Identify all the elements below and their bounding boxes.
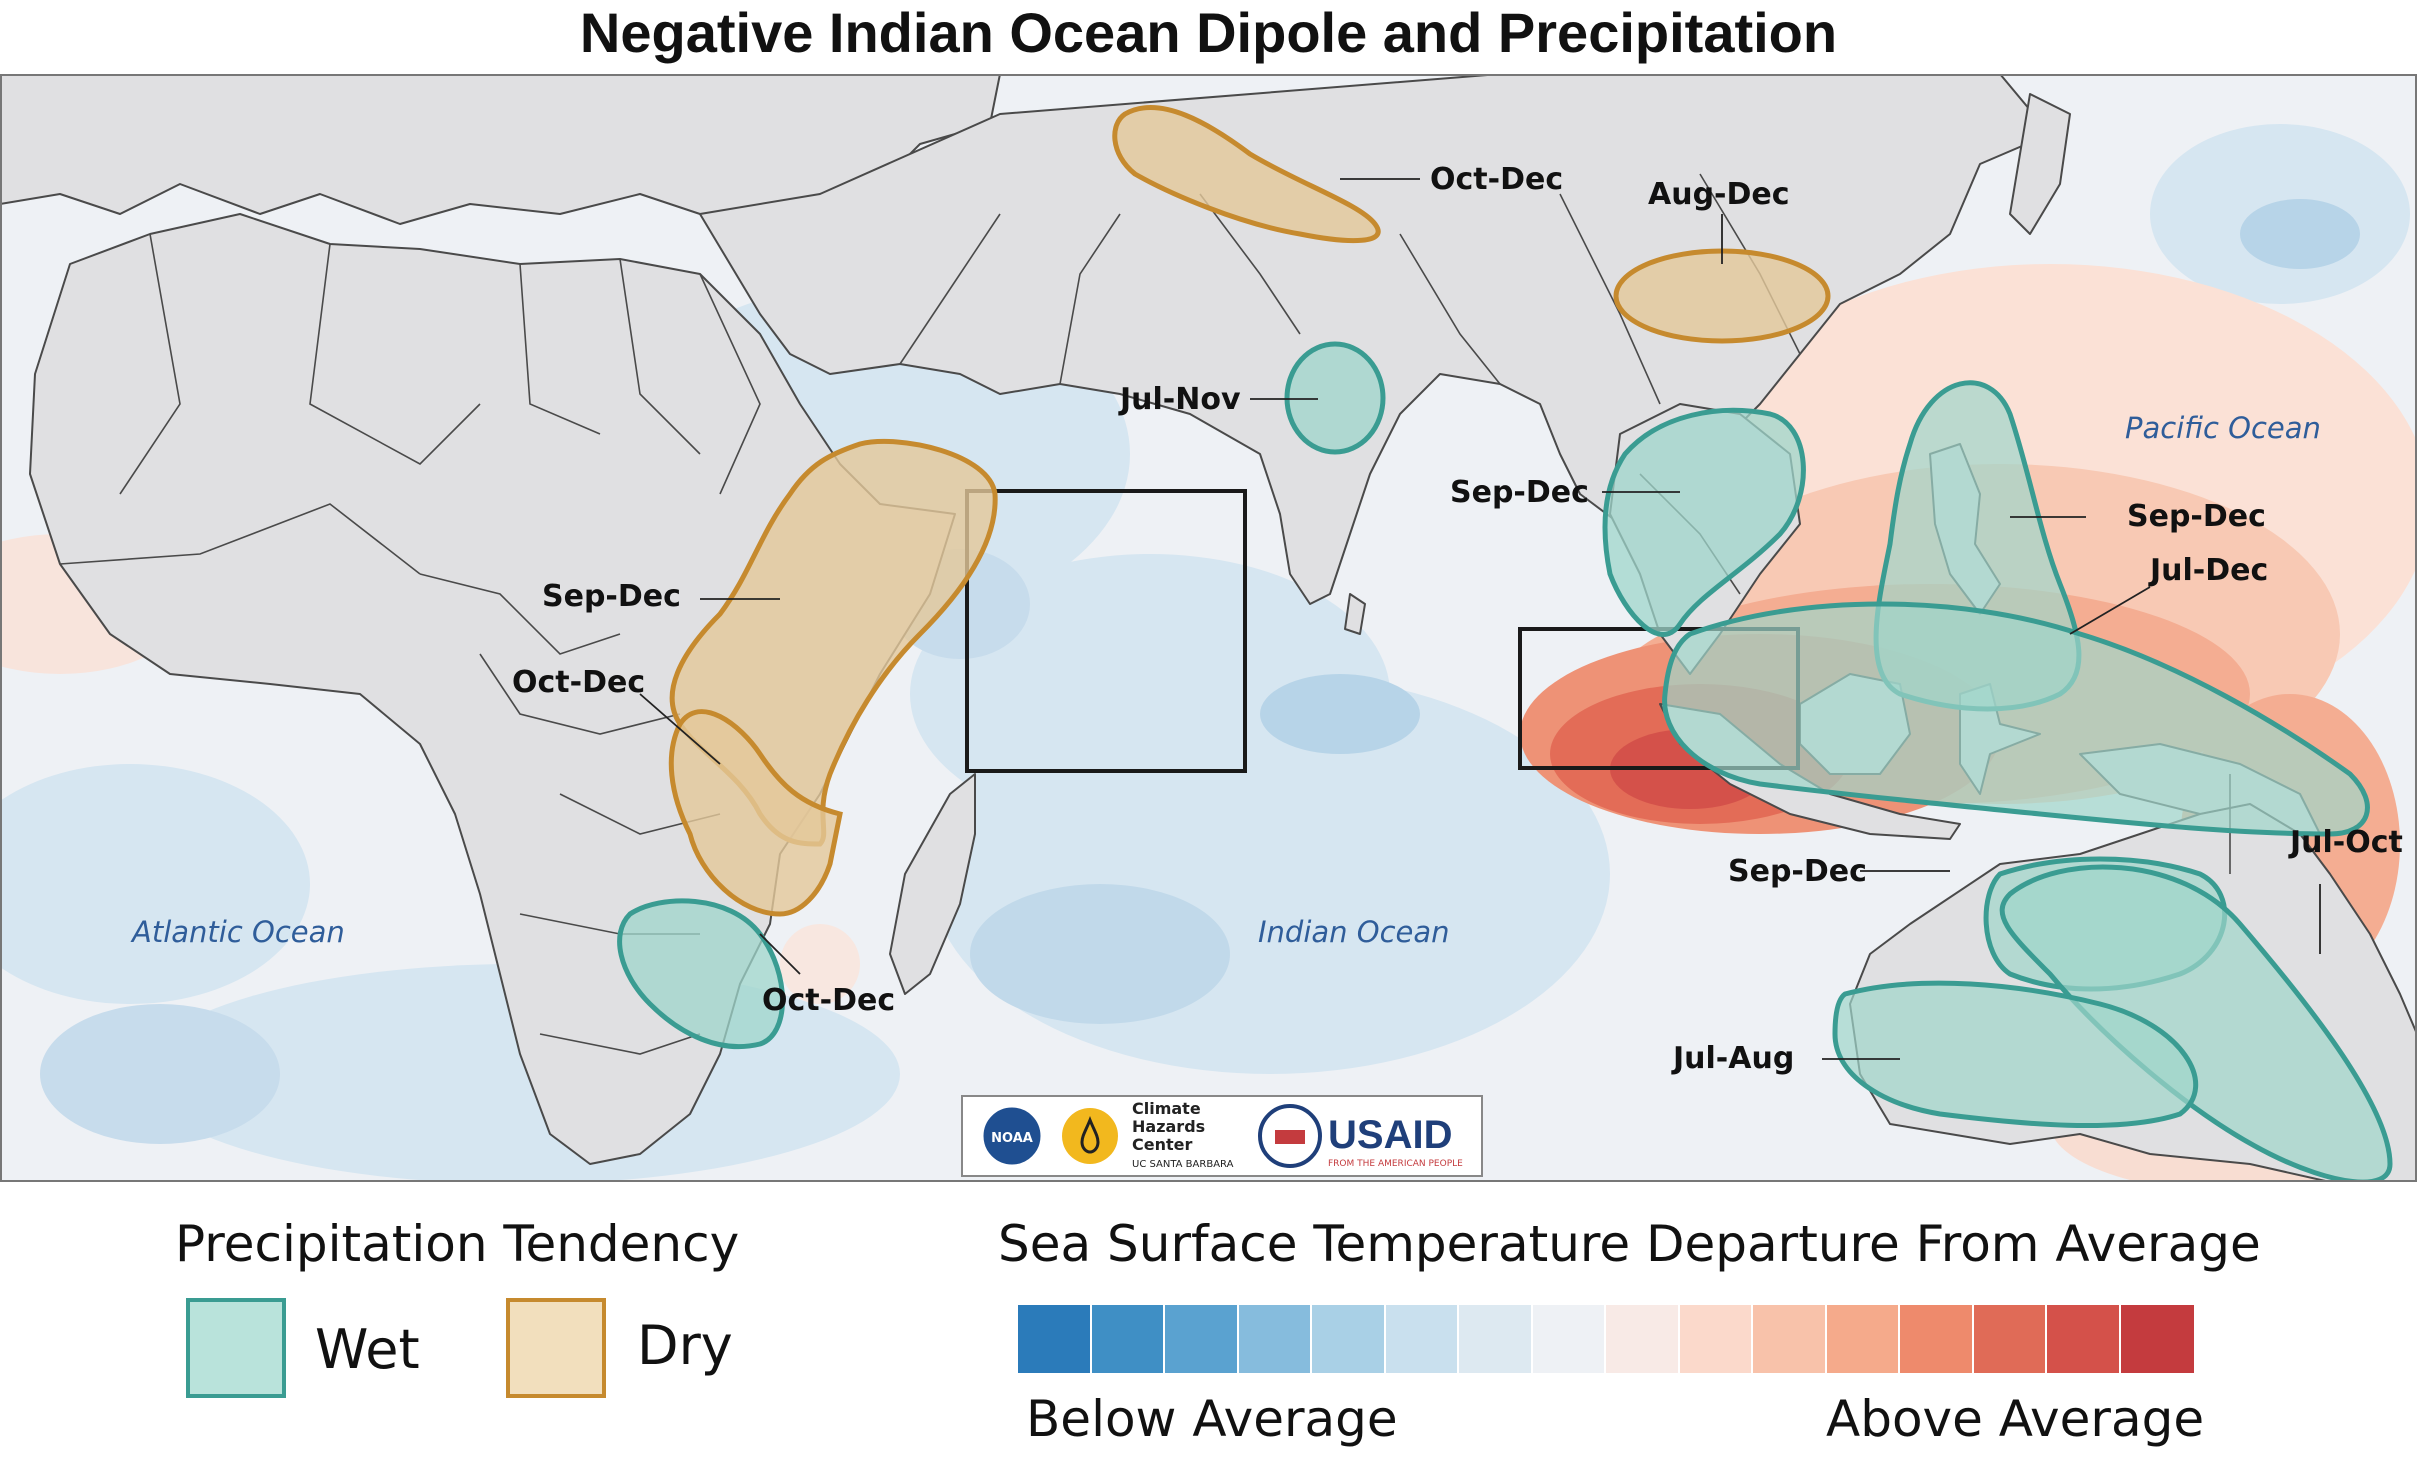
sst-color-step xyxy=(1165,1305,1239,1373)
label-sep-dec-horn: Sep-Dec xyxy=(542,579,681,614)
sst-cool-patch xyxy=(40,1004,280,1144)
dry-label: Dry xyxy=(637,1314,733,1377)
region-wet-maritime-continent[interactable] xyxy=(1662,601,2370,837)
sst-warm-patch xyxy=(780,924,860,1004)
label-jul-aug: Jul-Aug xyxy=(1671,1041,1794,1076)
label-oct-dec-east-africa: Oct-Dec xyxy=(512,665,645,700)
sri-lanka-landmass xyxy=(1344,593,1366,635)
sst-color-step xyxy=(1238,1305,1312,1373)
region-wet-southwest-australia[interactable] xyxy=(1832,980,2199,1129)
sst-cool-patch xyxy=(970,884,1230,1024)
region-wet-east-australia[interactable] xyxy=(1999,864,2393,1182)
below-average-label: Below Average xyxy=(1026,1390,1398,1448)
map-canvas[interactable]: Oct-Dec Aug-Dec Jul-Nov Sep-Dec Sep-Dec … xyxy=(0,74,2417,1182)
chc-text-line1: Climate xyxy=(1132,1099,1201,1118)
precip-regions xyxy=(617,105,2393,1182)
logo-strip-box xyxy=(961,1095,1483,1177)
dry-swatch xyxy=(506,1298,606,1398)
indian-ocean-label: Indian Ocean xyxy=(1258,915,1450,949)
madagascar-landmass xyxy=(889,773,976,995)
sst-cool-patch xyxy=(1260,674,1420,754)
sst-color-step xyxy=(1312,1305,1386,1373)
logo-strip: NOAA Climate Hazards Center UC SANTA BAR… xyxy=(961,1095,1483,1177)
chc-drop-icon xyxy=(1080,1115,1100,1154)
above-average-label: Above Average xyxy=(1826,1390,2205,1448)
sst-color-step xyxy=(2120,1305,2194,1373)
label-aug-dec: Aug-Dec xyxy=(1648,177,1790,212)
sst-color-step xyxy=(1679,1305,1753,1373)
sst-color-bar xyxy=(1018,1305,2194,1373)
region-dry-east-africa[interactable] xyxy=(668,709,843,917)
label-jul-dec: Jul-Dec xyxy=(2148,553,2268,588)
region-wet-indochina[interactable] xyxy=(1602,407,1806,637)
sst-color-step xyxy=(1385,1305,1459,1373)
region-wet-south-india[interactable] xyxy=(1284,341,1386,455)
sst-color-step xyxy=(1900,1305,1974,1373)
label-sep-dec-indochina: Sep-Dec xyxy=(1450,475,1589,510)
precip-legend-title: Precipitation Tendency xyxy=(175,1215,740,1273)
wet-swatch xyxy=(186,1298,286,1398)
chc-text-line2: Hazards xyxy=(1132,1117,1205,1136)
middle-east-india-asia-landmass xyxy=(699,74,2051,605)
pacific-ocean-label: Pacific Ocean xyxy=(2125,411,2321,445)
region-labels: Oct-Dec Aug-Dec Jul-Nov Sep-Dec Sep-Dec … xyxy=(512,162,2403,1076)
label-jul-nov: Jul-Nov xyxy=(1118,382,1241,417)
sst-color-step xyxy=(1532,1305,1606,1373)
usaid-sub-text: FROM THE AMERICAN PEOPLE xyxy=(1328,1159,1463,1169)
chc-text-sub: UC SANTA BARBARA xyxy=(1132,1159,1234,1170)
label-sep-dec-philippines: Sep-Dec xyxy=(2127,499,2266,534)
label-sep-dec-north-australia: Sep-Dec xyxy=(1728,854,1867,889)
noaa-logo xyxy=(980,1104,1044,1168)
region-dry-south-china[interactable] xyxy=(1613,248,1831,344)
west-dipole-box[interactable] xyxy=(965,489,1247,773)
japan-landmass xyxy=(2009,93,2071,235)
noaa-logo-text: NOAA xyxy=(991,1131,1033,1146)
chc-text-line3: Center xyxy=(1132,1135,1192,1154)
sst-color-step xyxy=(1091,1305,1165,1373)
region-wet-southeast-africa[interactable] xyxy=(617,898,785,1050)
sst-color-step xyxy=(1459,1305,1533,1373)
sst-cool-patch xyxy=(2240,199,2360,269)
atlantic-ocean-label: Atlantic Ocean xyxy=(130,915,345,949)
usaid-seal-stripes xyxy=(1275,1130,1305,1144)
map-border xyxy=(0,74,2417,1182)
chc-logo xyxy=(1062,1108,1118,1164)
sst-color-step xyxy=(2047,1305,2121,1373)
label-oct-dec-southeast-africa: Oct-Dec xyxy=(762,983,895,1018)
map-title: Negative Indian Ocean Dipole and Precipi… xyxy=(579,1,1838,64)
sst-color-step xyxy=(1826,1305,1900,1373)
ocean-labels: Atlantic Ocean Indian Ocean Pacific Ocea… xyxy=(130,411,2321,949)
usaid-text: USAID xyxy=(1328,1113,1452,1157)
europe-landmass xyxy=(0,74,1001,225)
label-jul-oct: Jul-Oct xyxy=(2288,825,2403,860)
sst-cool-patch xyxy=(910,554,1390,834)
sst-legend-title: Sea Surface Temperature Departure From A… xyxy=(998,1215,2261,1273)
sst-cool-patch xyxy=(0,764,310,1004)
sst-color-step xyxy=(1753,1305,1827,1373)
wet-label: Wet xyxy=(315,1318,420,1381)
sst-color-step xyxy=(1973,1305,2047,1373)
sst-color-step xyxy=(1018,1305,1092,1373)
label-leader-lines xyxy=(639,178,2321,1060)
region-dry-north-india[interactable] xyxy=(1112,105,1381,243)
map-panel[interactable]: Oct-Dec Aug-Dec Jul-Nov Sep-Dec Sep-Dec … xyxy=(0,74,2417,1182)
sst-color-step xyxy=(1606,1305,1680,1373)
label-oct-dec-north-india: Oct-Dec xyxy=(1430,162,1563,197)
